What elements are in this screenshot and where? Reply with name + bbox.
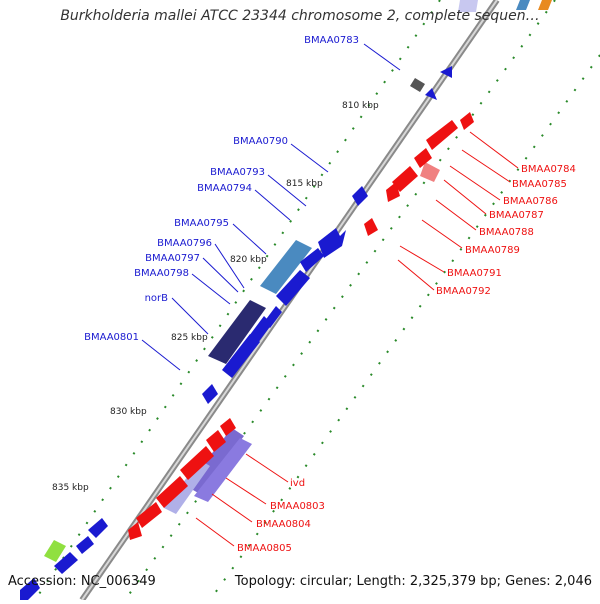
gene-arrow [425, 88, 437, 100]
scale-label: 810 kbp [342, 101, 379, 111]
cog-block-gray [410, 78, 425, 92]
forward-strand-genes [20, 0, 552, 600]
gene-arrow [206, 430, 226, 452]
cog-block-lime [44, 540, 66, 562]
gene-arrow [156, 476, 188, 508]
gene-arrow [276, 270, 310, 306]
gene-label: norB [145, 293, 169, 304]
gene-arrow [364, 218, 378, 236]
gene-arrow [352, 186, 368, 206]
gene-label: BMAA0791 [447, 268, 502, 279]
sequence-summary: Topology: circular; Length: 2,325,379 bp… [234, 574, 592, 589]
gene-arrow [222, 334, 260, 378]
gene-label: BMAA0788 [479, 227, 534, 238]
scale-label: 815 kbp [286, 179, 323, 189]
gene-label: BMAA0794 [197, 183, 252, 194]
gene-arrow [392, 166, 418, 192]
cog-block-light-blue [260, 240, 312, 294]
gene-arrow [300, 248, 324, 272]
gene-label: BMAA0786 [503, 196, 558, 207]
gene-label: BMAA0783 [304, 35, 359, 46]
reverse-strand-genes [128, 112, 474, 540]
gene-arrow [426, 120, 458, 150]
gene-label: BMAA0797 [145, 253, 200, 264]
map-title: Burkholderia mallei ATCC 23344 chromosom… [60, 8, 540, 24]
gene-label: BMAA0795 [174, 218, 229, 229]
gene-label: BMAA0790 [233, 136, 288, 147]
guide-dots [34, 0, 600, 601]
gene-arrow [20, 578, 40, 600]
gene-arrow [136, 502, 162, 528]
gene-label: BMAA0787 [489, 210, 544, 221]
gene-label: BMAA0784 [521, 164, 576, 175]
gene-label: BMAA0805 [237, 543, 292, 554]
gene-arrow [202, 384, 218, 404]
scale-label: 830 kbp [110, 407, 147, 417]
scale-labels: 810 kbp 815 kbp 820 kbp 825 kbp 830 kbp … [52, 101, 379, 493]
cog-block-pink [420, 162, 440, 182]
gene-arrow [180, 446, 214, 480]
gene-arrow [128, 522, 142, 540]
gene-arrow [76, 536, 94, 554]
gene-label: BMAA0793 [210, 167, 265, 178]
gene-arrow [220, 418, 236, 436]
cog-block-dark-navy [208, 300, 266, 364]
gene-label: BMAA0792 [436, 286, 491, 297]
gene-label: BMAA0789 [465, 245, 520, 256]
reverse-gene-labels: BMAA0784 BMAA0785 BMAA0786 BMAA0787 BMAA… [195, 131, 576, 554]
gene-label: BMAA0796 [157, 238, 212, 249]
gene-arrow [460, 112, 474, 130]
cog-ring-outer [44, 0, 478, 562]
gene-arrow [54, 552, 78, 574]
scale-label: 835 kbp [52, 483, 89, 493]
gene-arrow [414, 148, 432, 168]
accession-text: Accession: NC_006349 [8, 574, 156, 589]
gene-label: BMAA0785 [512, 179, 567, 190]
scale-label: 820 kbp [230, 255, 267, 265]
gene-label: BMAA0804 [256, 519, 311, 530]
gene-label: BMAA0798 [134, 268, 189, 279]
forward-gene-labels: BMAA0783 BMAA0790 BMAA0793 BMAA0794 BMAA… [84, 35, 401, 371]
gene-label: ivd [290, 478, 305, 489]
gene-arrow [386, 182, 400, 202]
scale-label: 825 kbp [171, 333, 208, 343]
gene-arrow [88, 518, 108, 538]
gene-arrow [318, 228, 346, 258]
gene-arrow [440, 66, 452, 78]
gene-label: BMAA0801 [84, 332, 139, 343]
gene-label: BMAA0803 [270, 501, 325, 512]
